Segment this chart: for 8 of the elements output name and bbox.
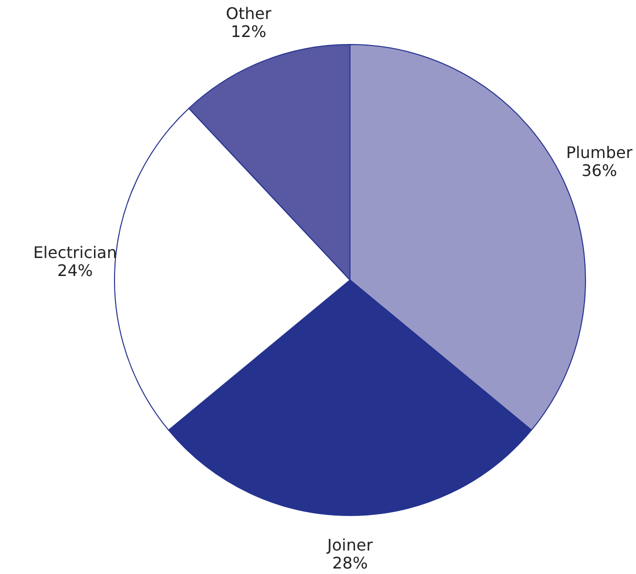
slice-label: Joiner — [326, 536, 374, 555]
data-label: 28% — [332, 554, 368, 573]
data-label: 12% — [230, 22, 266, 42]
slice-label: Other — [226, 4, 272, 24]
data-label: 36% — [582, 160, 618, 180]
data-label: 24% — [57, 260, 93, 280]
slice-label: Plumber — [566, 142, 633, 162]
slice-label: Electrician — [33, 242, 117, 262]
